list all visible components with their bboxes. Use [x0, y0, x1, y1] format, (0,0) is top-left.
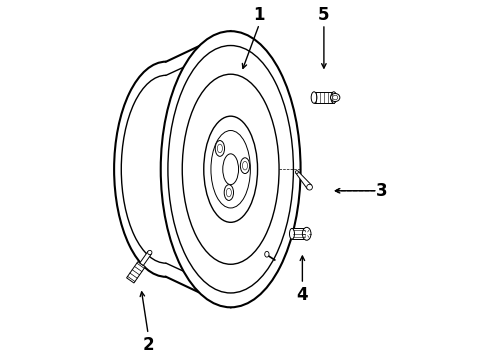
Text: 3: 3 — [375, 182, 387, 200]
Ellipse shape — [223, 154, 239, 185]
Ellipse shape — [307, 184, 313, 190]
Ellipse shape — [265, 251, 269, 257]
Text: 5: 5 — [318, 6, 330, 24]
Ellipse shape — [204, 116, 258, 222]
Ellipse shape — [290, 228, 294, 239]
Ellipse shape — [331, 92, 337, 103]
Ellipse shape — [240, 158, 250, 174]
Ellipse shape — [302, 227, 311, 240]
Ellipse shape — [331, 94, 340, 102]
Polygon shape — [126, 262, 145, 283]
Ellipse shape — [226, 188, 231, 197]
Text: 1: 1 — [254, 6, 265, 24]
Ellipse shape — [147, 250, 152, 255]
Ellipse shape — [168, 45, 294, 293]
Ellipse shape — [243, 161, 247, 170]
Ellipse shape — [211, 131, 250, 208]
Bar — [292, 228, 306, 239]
Ellipse shape — [333, 95, 338, 100]
Bar — [314, 92, 334, 103]
Text: 4: 4 — [296, 286, 308, 304]
Ellipse shape — [215, 140, 224, 156]
Ellipse shape — [218, 144, 222, 153]
Text: 2: 2 — [143, 336, 154, 354]
Ellipse shape — [182, 74, 279, 264]
Polygon shape — [296, 171, 312, 189]
Ellipse shape — [311, 92, 317, 103]
Polygon shape — [140, 251, 151, 265]
Ellipse shape — [161, 31, 300, 307]
Ellipse shape — [224, 185, 234, 201]
Ellipse shape — [295, 171, 298, 174]
Ellipse shape — [303, 228, 308, 239]
